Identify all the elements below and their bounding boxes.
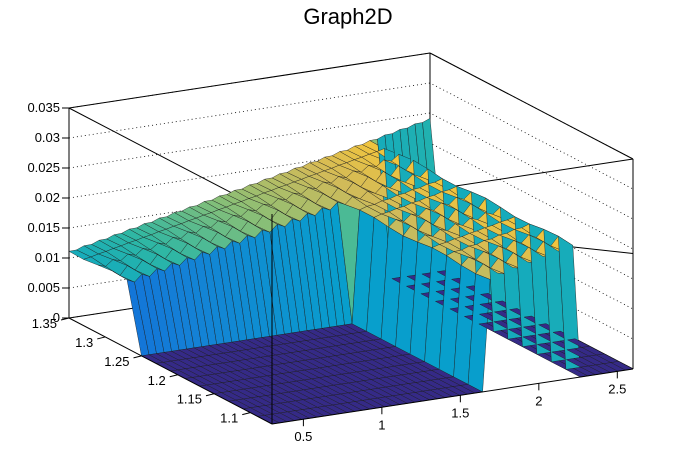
z-tick-label: 0.02 bbox=[35, 190, 60, 205]
front-frame-edge bbox=[68, 317, 273, 425]
y-tick bbox=[60, 317, 70, 321]
y-tick-label: 1.35 bbox=[32, 316, 57, 331]
y-tick bbox=[97, 336, 106, 340]
z-tick-label: 0.035 bbox=[27, 100, 60, 115]
y-tick bbox=[169, 374, 178, 378]
z-tick-label: 0.03 bbox=[35, 130, 60, 145]
back-frame-edge bbox=[68, 52, 431, 109]
chart-title: Graph2D bbox=[303, 4, 392, 29]
x-tick-label: 1.5 bbox=[451, 405, 469, 420]
surface-mesh bbox=[68, 117, 634, 425]
z-tick-label: 0.025 bbox=[27, 160, 60, 175]
y-tick-label: 1.15 bbox=[177, 392, 202, 407]
y-tick-label: 1.2 bbox=[148, 373, 166, 388]
x-tick-label: 1 bbox=[378, 417, 385, 432]
y-tick bbox=[242, 412, 251, 416]
z-tick-label: 0.005 bbox=[27, 280, 60, 295]
z-tick-label: 0.01 bbox=[35, 250, 60, 265]
y-tick bbox=[133, 355, 142, 359]
y-tick-label: 1.25 bbox=[104, 354, 129, 369]
y-tick-label: 1.1 bbox=[220, 411, 238, 426]
x-tick-label: 0.5 bbox=[294, 429, 312, 444]
x-tick-label: 2 bbox=[535, 393, 542, 408]
y-tick bbox=[205, 393, 215, 397]
back-frame-edge bbox=[429, 52, 634, 160]
front-frame-edge bbox=[271, 368, 634, 425]
axes-front-frame bbox=[68, 214, 634, 425]
y-tick-label: 1.3 bbox=[75, 335, 93, 350]
z-tick-label: 0.015 bbox=[27, 220, 60, 235]
z-tick-label: 0 bbox=[53, 310, 60, 325]
x-tick-label: 2.5 bbox=[608, 381, 626, 396]
axis-ticks: 0 0.005 0.01 0.015 0.02 0.025 0.03 0.035 1.1 1.15… bbox=[27, 100, 626, 444]
z-gridline bbox=[68, 52, 634, 160]
